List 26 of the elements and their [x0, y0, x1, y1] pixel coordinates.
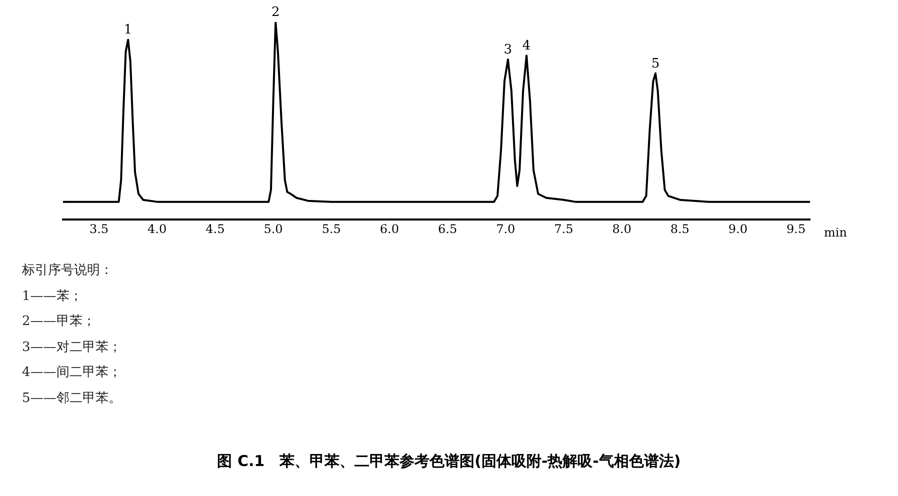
- x-tick-label: 5.0: [264, 222, 283, 236]
- x-tick-label: 6.5: [438, 222, 458, 236]
- annotation: 2: [271, 4, 280, 20]
- x-tick-label: 7.0: [496, 222, 516, 236]
- x-tick-label: 9.5: [786, 222, 806, 236]
- annotation: 5: [651, 56, 660, 72]
- text: 5——邻二甲苯。: [22, 390, 122, 408]
- x-tick-label: 6.0: [380, 222, 399, 236]
- x-axis-title: min: [824, 226, 848, 240]
- x-tick-label: 4.0: [148, 222, 167, 236]
- text: 3——对二甲苯；: [22, 338, 122, 356]
- annotation: 1: [124, 22, 132, 38]
- x-tick-label: 8.5: [670, 222, 690, 236]
- annotation: 4: [522, 38, 531, 54]
- text: 1——苯；: [22, 288, 84, 306]
- x-tick-label: 5.5: [322, 222, 341, 236]
- text: 2——甲苯；: [22, 313, 96, 331]
- text: 图 C.1 苯、甲苯、二甲苯参考色谱图(固体吸附-热解吸-气相色谱法): [216, 452, 682, 471]
- annotation: 3: [504, 42, 512, 58]
- text: 4——间二甲苯；: [22, 364, 122, 382]
- x-tick-label: 7.5: [554, 222, 574, 236]
- x-tick-label: 3.5: [89, 222, 109, 236]
- x-tick-label: 8.0: [612, 222, 632, 236]
- text: 标引序号说明：: [22, 262, 114, 280]
- x-tick-label: 4.5: [206, 222, 225, 236]
- x-tick-label: 9.0: [728, 222, 748, 236]
